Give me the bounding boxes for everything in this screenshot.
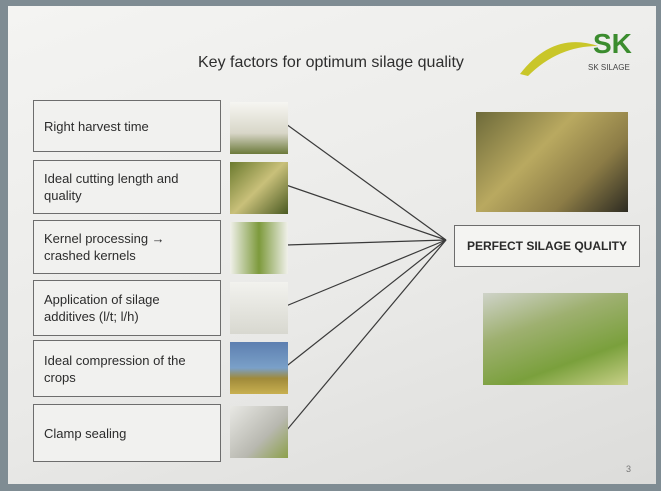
factor-box: Application of silage additives (l/t; l/… — [33, 280, 221, 336]
factor-image — [230, 102, 288, 154]
factor-box: Right harvest time — [33, 100, 221, 152]
slide-title: Key factors for optimum silage quality — [198, 54, 464, 72]
silage-photo — [476, 112, 628, 212]
factor-box: Ideal cutting length and quality — [33, 160, 221, 214]
connector — [286, 240, 446, 306]
connector — [286, 240, 446, 367]
logo-mark: SK — [593, 28, 632, 60]
factor-box: Kernel processing → crashed kernels — [33, 220, 221, 274]
connector — [286, 124, 446, 240]
factor-image — [230, 342, 288, 394]
logo-name: SK SILAGE — [588, 63, 630, 72]
clamp-photo — [483, 293, 628, 385]
factor-box: Ideal compression of the crops — [33, 340, 221, 397]
page: Key factors for optimum silage quality S… — [0, 0, 661, 491]
factor-image — [230, 162, 288, 214]
factor-image — [230, 222, 288, 274]
connector — [286, 240, 446, 431]
logo-swoosh — [520, 42, 598, 76]
result-box: PERFECT SILAGE QUALITY — [454, 225, 640, 267]
connector — [286, 240, 446, 245]
connector — [286, 185, 446, 240]
factor-image — [230, 282, 288, 334]
page-number: 3 — [626, 464, 631, 474]
factor-image — [230, 406, 288, 458]
slide: Key factors for optimum silage quality S… — [8, 6, 656, 484]
factor-box: Clamp sealing — [33, 404, 221, 462]
